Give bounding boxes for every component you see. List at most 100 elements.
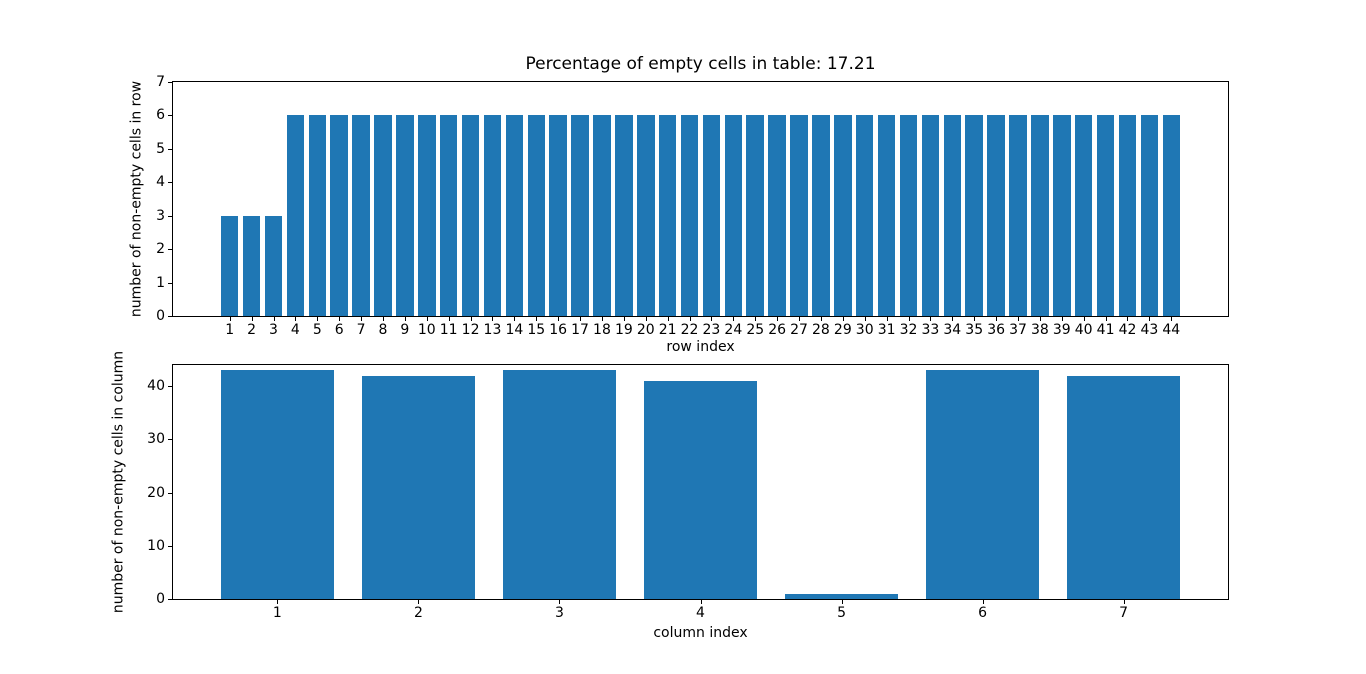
x-tick: [982, 600, 984, 604]
row-chart-xlabel: row index: [666, 339, 735, 355]
x-tick-label: 36: [987, 322, 1006, 338]
x-tick: [842, 317, 844, 321]
y-tick: [168, 148, 172, 150]
x-tick: [820, 317, 822, 321]
x-tick-label: 16: [549, 322, 568, 338]
x-tick-label: 7: [356, 322, 366, 338]
x-tick-label: 8: [378, 322, 388, 338]
x-tick-label: 43: [1140, 322, 1159, 338]
bar-2: [361, 375, 475, 599]
x-tick-label: 14: [505, 322, 524, 338]
bar-3: [264, 215, 283, 316]
y-tick-label: 3: [156, 207, 165, 224]
x-tick: [841, 600, 843, 604]
x-tick-label: 35: [965, 322, 984, 338]
y-tick: [168, 249, 172, 251]
x-tick-label: 15: [527, 322, 546, 338]
x-tick-label: 23: [702, 322, 721, 338]
y-tick-label: 2: [156, 241, 165, 258]
x-tick: [339, 317, 341, 321]
bar-5: [785, 593, 898, 599]
bar-22: [680, 115, 699, 316]
y-tick: [168, 316, 172, 317]
bar-32: [899, 115, 918, 316]
y-tick-label: 0: [156, 308, 165, 324]
y-tick: [168, 215, 172, 217]
bar-4: [286, 115, 305, 316]
x-tick-label: 40: [1074, 322, 1093, 338]
x-tick: [864, 317, 866, 321]
x-tick: [273, 317, 275, 321]
x-tick: [536, 317, 538, 321]
x-tick-label: 7: [1119, 605, 1129, 621]
bar-40: [1074, 115, 1093, 316]
x-tick: [317, 317, 319, 321]
x-tick-label: 24: [724, 322, 743, 338]
x-tick: [755, 317, 757, 321]
x-tick: [733, 317, 735, 321]
bar-4: [644, 380, 757, 599]
bar-16: [549, 115, 567, 316]
x-tick: [623, 317, 625, 321]
y-tick: [168, 115, 172, 117]
bar-41: [1096, 115, 1115, 316]
x-tick: [886, 317, 888, 321]
bar-8: [374, 115, 392, 316]
x-tick-label: 21: [658, 322, 677, 338]
bar-35: [965, 115, 983, 316]
bar-29: [834, 115, 852, 316]
y-tick: [168, 386, 172, 388]
bar-30: [855, 115, 874, 316]
y-tick-label: 6: [156, 107, 165, 124]
bar-38: [1031, 115, 1049, 316]
bar-7: [1067, 375, 1181, 599]
bar-9: [396, 115, 414, 316]
bar-39: [1053, 115, 1071, 316]
x-tick: [908, 317, 910, 321]
bar-21: [658, 115, 677, 316]
bar-28: [812, 115, 830, 316]
x-tick-label: 44: [1162, 322, 1181, 338]
x-tick: [1149, 317, 1151, 321]
x-tick-label: 29: [833, 322, 852, 338]
bar-1: [220, 215, 239, 316]
x-tick: [645, 317, 647, 321]
x-tick-label: 41: [1096, 322, 1115, 338]
x-tick: [1127, 317, 1129, 321]
x-tick-label: 26: [768, 322, 787, 338]
x-tick: [277, 600, 279, 604]
y-tick: [168, 545, 172, 547]
x-tick-label: 9: [400, 322, 410, 338]
x-tick: [667, 317, 669, 321]
x-tick: [996, 317, 998, 321]
bar-42: [1118, 115, 1137, 316]
x-tick-label: 17: [571, 322, 589, 338]
bar-23: [702, 115, 721, 316]
bar-31: [877, 115, 896, 316]
bar-20: [636, 115, 655, 316]
bar-24: [724, 115, 743, 316]
x-tick: [1123, 600, 1125, 604]
x-tick-label: 5: [837, 605, 846, 621]
x-tick: [492, 317, 494, 321]
bar-26: [768, 115, 786, 316]
x-tick-label: 27: [790, 322, 808, 338]
x-tick: [558, 317, 560, 321]
x-tick: [404, 317, 406, 321]
x-tick: [974, 317, 976, 321]
bar-5: [308, 115, 327, 316]
bar-37: [1009, 115, 1027, 316]
x-tick-label: 19: [614, 322, 633, 338]
x-tick: [559, 600, 561, 604]
x-tick: [1018, 317, 1019, 321]
x-tick-label: 4: [290, 322, 300, 338]
x-tick-label: 1: [272, 605, 282, 621]
x-tick-label: 11: [439, 322, 458, 338]
x-tick-label: 42: [1118, 322, 1137, 338]
x-tick-label: 33: [921, 322, 940, 338]
chart-title: Percentage of empty cells in table: 17.2…: [525, 54, 876, 74]
x-tick-label: 28: [812, 322, 830, 338]
x-tick-label: 25: [746, 322, 765, 338]
x-tick: [1171, 317, 1173, 321]
